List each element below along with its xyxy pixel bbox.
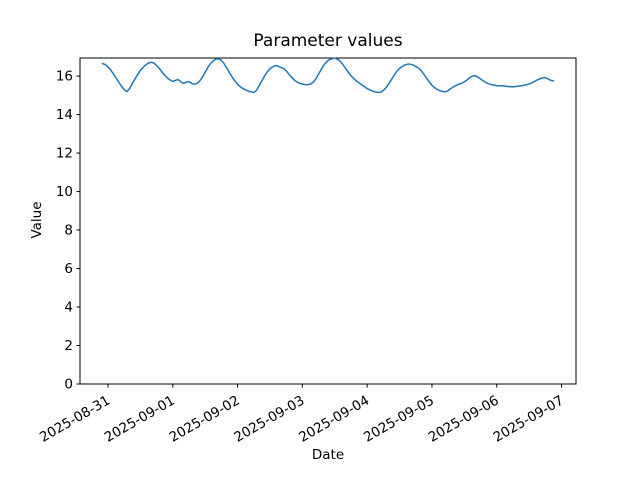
x-tick-label: 2025-09-06 xyxy=(426,393,502,446)
y-tick-label: 0 xyxy=(64,377,73,393)
x-tick-label: 2025-08-31 xyxy=(37,393,113,446)
x-tick-label: 2025-09-07 xyxy=(491,393,567,446)
x-tick-label: 2025-09-01 xyxy=(102,393,178,446)
y-tick-label: 10 xyxy=(56,184,73,200)
y-tick-label: 6 xyxy=(64,261,73,277)
x-tick-label: 2025-09-04 xyxy=(296,393,372,446)
y-tick-label: 8 xyxy=(64,223,73,239)
x-tick-label: 2025-09-02 xyxy=(167,393,243,446)
y-tick-label: 16 xyxy=(56,69,73,85)
y-tick-label: 4 xyxy=(64,300,73,316)
x-tick-label: 2025-09-05 xyxy=(361,393,437,446)
chart-title: Parameter values xyxy=(253,31,403,51)
plot-frame xyxy=(79,57,577,385)
y-tick-label: 14 xyxy=(56,107,73,123)
y-tick-label: 2 xyxy=(64,338,73,354)
y-tick-label: 12 xyxy=(56,146,73,162)
data-line-series xyxy=(101,57,555,94)
x-tick-label: 2025-09-03 xyxy=(231,393,307,446)
x-axis-label: Date xyxy=(311,447,345,463)
